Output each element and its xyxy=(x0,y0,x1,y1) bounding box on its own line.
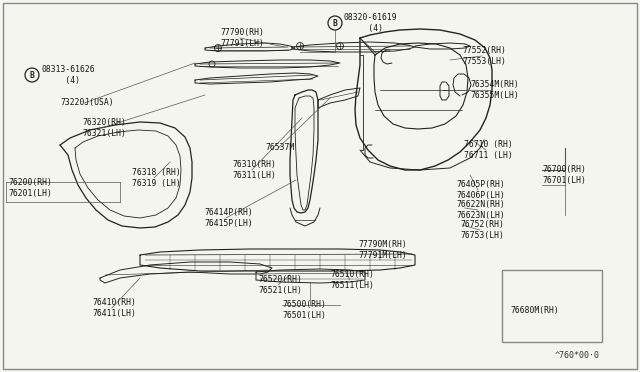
Text: 76318 (RH)
76319 (LH): 76318 (RH) 76319 (LH) xyxy=(132,168,180,188)
Text: 76200(RH)
76201(LH): 76200(RH) 76201(LH) xyxy=(8,178,52,198)
Text: 08320-61619
     (4): 08320-61619 (4) xyxy=(344,13,397,33)
Text: B: B xyxy=(29,71,35,80)
Text: ^760*00·0: ^760*00·0 xyxy=(555,351,600,360)
Text: 76414P(RH)
76415P(LH): 76414P(RH) 76415P(LH) xyxy=(204,208,253,228)
Text: 76320(RH)
76321(LH): 76320(RH) 76321(LH) xyxy=(82,118,126,138)
Text: 76500(RH)
76501(LH): 76500(RH) 76501(LH) xyxy=(282,300,326,320)
Text: 76510(RH)
76511(LH): 76510(RH) 76511(LH) xyxy=(330,270,374,290)
Text: 77790M(RH)
77791M(LH): 77790M(RH) 77791M(LH) xyxy=(358,240,407,260)
Text: 76752(RH)
76753(LH): 76752(RH) 76753(LH) xyxy=(460,220,504,240)
Text: 76700(RH)
76701(LH): 76700(RH) 76701(LH) xyxy=(542,165,586,185)
Text: 77552(RH)
77553(LH): 77552(RH) 77553(LH) xyxy=(462,46,506,66)
Text: 76622N(RH)
76623N(LH): 76622N(RH) 76623N(LH) xyxy=(456,200,505,220)
Text: 76537M: 76537M xyxy=(265,144,294,153)
Text: 73220J(USA): 73220J(USA) xyxy=(60,99,114,108)
Text: 08313-61626
     (4): 08313-61626 (4) xyxy=(41,65,95,85)
Text: 76354M(RH)
76355M(LH): 76354M(RH) 76355M(LH) xyxy=(470,80,519,100)
Text: 76680M(RH): 76680M(RH) xyxy=(510,305,559,314)
Text: 77790(RH)
77791(LH): 77790(RH) 77791(LH) xyxy=(220,28,264,48)
Text: 76405P(RH)
76406P(LH): 76405P(RH) 76406P(LH) xyxy=(456,180,505,200)
Bar xyxy=(502,270,602,342)
Text: 76710 (RH)
76711 (LH): 76710 (RH) 76711 (LH) xyxy=(464,140,513,160)
Text: 76310(RH)
76311(LH): 76310(RH) 76311(LH) xyxy=(232,160,276,180)
Text: 76410(RH)
76411(LH): 76410(RH) 76411(LH) xyxy=(92,298,136,318)
Text: 76520(RH)
76521(LH): 76520(RH) 76521(LH) xyxy=(258,275,302,295)
Text: B: B xyxy=(333,19,337,28)
